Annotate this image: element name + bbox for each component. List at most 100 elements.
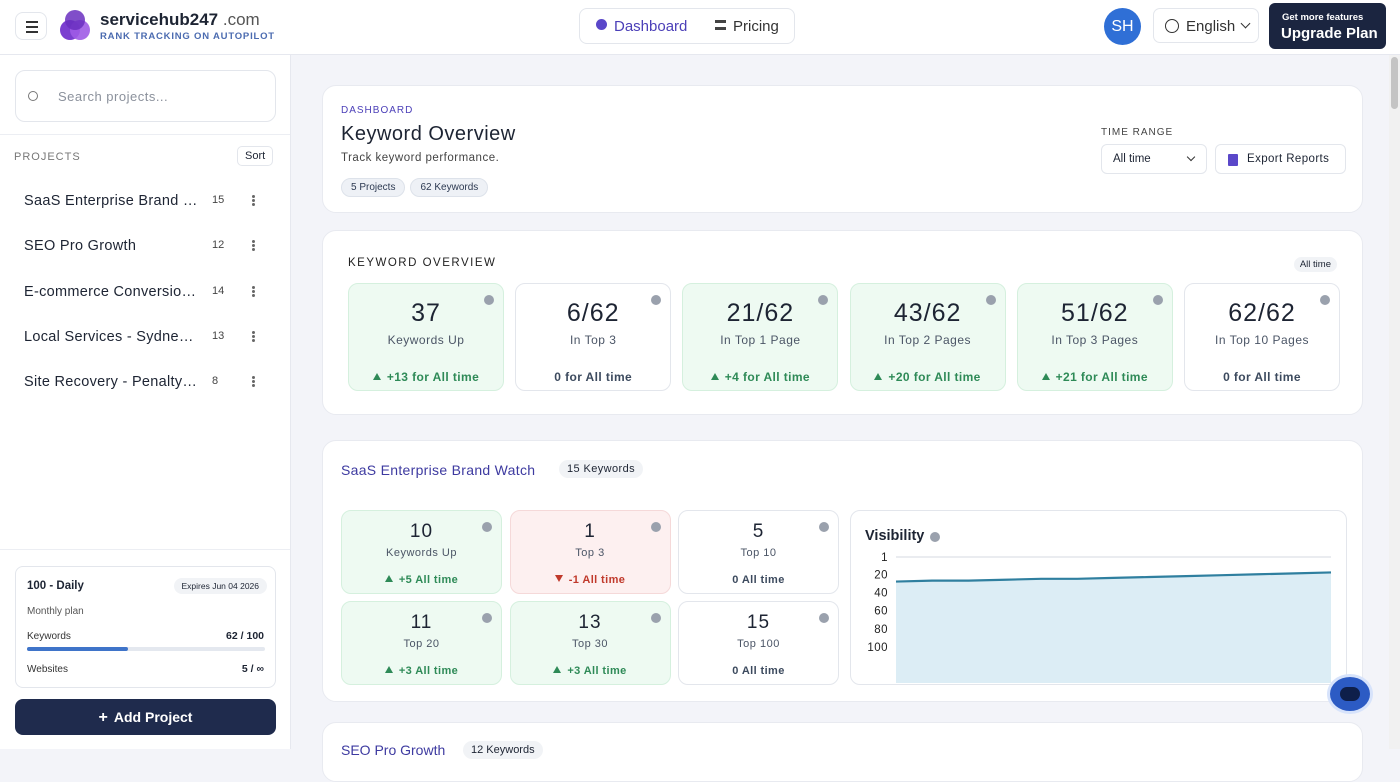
info-icon bbox=[484, 295, 494, 305]
stat-change: +13 for All time bbox=[349, 370, 503, 384]
y-tick-label: 80 bbox=[874, 624, 888, 636]
time-range-select[interactable]: All time bbox=[1101, 144, 1207, 174]
stat-value: 43/62 bbox=[893, 299, 962, 327]
search-icon bbox=[28, 91, 38, 101]
project-badge: 15 Keywords bbox=[559, 460, 643, 478]
trend-icon bbox=[372, 373, 381, 380]
change-text: +21 for All time bbox=[1055, 370, 1148, 384]
trend-icon bbox=[554, 575, 563, 582]
menu-button[interactable] bbox=[15, 12, 47, 40]
stat-change: 0 for All time bbox=[516, 370, 670, 384]
badge: 62 Keywords bbox=[410, 178, 489, 197]
project-count: 15 bbox=[212, 194, 225, 206]
logo bbox=[60, 10, 92, 42]
avatar[interactable]: SH bbox=[1104, 8, 1141, 45]
project-row[interactable]: SaaS Enterprise Brand … 15 bbox=[0, 186, 290, 216]
nav: Dashboard Pricing bbox=[579, 8, 795, 44]
time-range-label: TIME RANGE bbox=[1101, 127, 1174, 138]
project-count: 13 bbox=[212, 329, 225, 342]
change-text: +20 for All time bbox=[888, 370, 981, 384]
change-text: +3 All time bbox=[398, 665, 459, 677]
info-icon bbox=[482, 613, 492, 623]
change-text: +4 for All time bbox=[724, 370, 811, 384]
scrollbar[interactable] bbox=[1389, 55, 1400, 749]
upgrade-button[interactable]: Get more features Upgrade Plan bbox=[1269, 3, 1386, 49]
project-count: 8 bbox=[212, 375, 219, 388]
stat-change: +20 for All time bbox=[851, 370, 1005, 384]
change-text: -1 All time bbox=[568, 574, 626, 586]
stat-label: Top 10 bbox=[740, 547, 777, 559]
row-menu[interactable] bbox=[252, 376, 255, 380]
trend-icon bbox=[1041, 373, 1050, 380]
plan-name: 100 - Daily bbox=[27, 580, 84, 592]
menu-icon bbox=[26, 21, 38, 23]
stat-card: 1 Top 3 -1 All time bbox=[509, 510, 671, 594]
usage-track bbox=[27, 647, 265, 651]
y-tick-label: 60 bbox=[874, 606, 888, 618]
trend-icon bbox=[384, 575, 393, 582]
export-label: Export Reports bbox=[1247, 153, 1330, 165]
trend-icon bbox=[710, 373, 719, 380]
export-button[interactable]: Export Reports bbox=[1215, 144, 1346, 174]
keyword-overview: KEYWORD OVERVIEW All time 37 Keywords Up +… bbox=[322, 230, 1363, 415]
stat-change: 0 for All time bbox=[1185, 370, 1339, 384]
stat-label: In Top 3 Pages bbox=[1051, 333, 1139, 347]
scroll-thumb[interactable] bbox=[1391, 57, 1398, 109]
y-tick-label: 100 bbox=[867, 642, 888, 654]
stat-change: 0 All time bbox=[679, 665, 838, 677]
keywords-usage: 62 / 100 bbox=[226, 630, 264, 642]
row-menu[interactable] bbox=[252, 330, 255, 334]
nav-link[interactable]: Dashboard bbox=[614, 18, 688, 35]
project-row[interactable]: Site Recovery - Penalty… 8 bbox=[0, 367, 290, 397]
info-icon bbox=[482, 522, 492, 532]
chat-widget[interactable] bbox=[1327, 674, 1373, 714]
project-card: SEO Pro Growth 12 Keywords bbox=[322, 722, 1363, 782]
websites-usage: 5 / ∞ bbox=[241, 663, 264, 675]
stat-label: Top 30 bbox=[571, 638, 609, 650]
divider bbox=[0, 134, 290, 135]
logo-dot bbox=[65, 10, 85, 30]
stat-card: 21/62 In Top 1 Page +4 for All time bbox=[682, 283, 839, 391]
y-tick-label: 40 bbox=[874, 587, 888, 599]
project-name: Site Recovery - Penalty… bbox=[24, 374, 198, 391]
stat-label: In Top 1 Page bbox=[720, 333, 801, 347]
stat-card: 43/62 In Top 2 Pages +20 for All time bbox=[849, 283, 1006, 391]
project-row[interactable]: SEO Pro Growth 12 bbox=[0, 231, 290, 261]
sort-button[interactable]: Sort bbox=[237, 146, 274, 166]
project-row[interactable]: Local Services - Sydne… 13 bbox=[0, 322, 290, 352]
search-box[interactable]: Search projects... bbox=[15, 70, 276, 122]
add-project-button[interactable]: + Add Project bbox=[15, 699, 276, 735]
y-tick-label: 1 bbox=[881, 552, 888, 564]
row-menu[interactable] bbox=[252, 285, 255, 289]
stat-value: 62/62 bbox=[1228, 299, 1296, 327]
project-name: SaaS Enterprise Brand … bbox=[24, 193, 198, 209]
row-menu[interactable] bbox=[252, 240, 255, 244]
stat-card: 37 Keywords Up +13 for All time bbox=[348, 283, 504, 391]
eyebrow: DASHBOARD bbox=[341, 105, 414, 116]
stat-value: 11 bbox=[410, 612, 433, 633]
add-project-label: Add Project bbox=[113, 709, 193, 725]
nav-link[interactable]: Pricing bbox=[733, 18, 779, 35]
project-title[interactable]: SaaS Enterprise Brand Watch bbox=[341, 462, 536, 478]
project-title[interactable]: SEO Pro Growth bbox=[341, 742, 446, 758]
change-text: 0 for All time bbox=[554, 370, 633, 384]
project-count: 14 bbox=[212, 284, 225, 297]
stat-value: 51/62 bbox=[1061, 299, 1129, 327]
project-count: 12 bbox=[212, 239, 225, 252]
project-row[interactable]: E-commerce Conversio… 14 bbox=[0, 277, 290, 307]
export-icon bbox=[1228, 154, 1238, 166]
row-menu[interactable] bbox=[252, 195, 255, 198]
language-select[interactable]: English bbox=[1153, 8, 1259, 43]
stat-label: Keywords Up bbox=[386, 547, 457, 559]
plan-expiry: Expires Jun 04 2026 bbox=[173, 578, 267, 594]
projects-label: PROJECTS bbox=[14, 151, 81, 163]
stat-change: -1 All time bbox=[511, 574, 670, 586]
stat-card: 51/62 In Top 3 Pages +21 for All time bbox=[1016, 283, 1173, 391]
change-text: +3 All time bbox=[567, 665, 627, 677]
stat-label: In Top 10 Pages bbox=[1214, 333, 1309, 347]
trend-icon bbox=[384, 666, 393, 673]
info-icon bbox=[1152, 295, 1163, 305]
info-icon bbox=[930, 532, 940, 542]
stat-change: 0 All time bbox=[679, 574, 838, 586]
